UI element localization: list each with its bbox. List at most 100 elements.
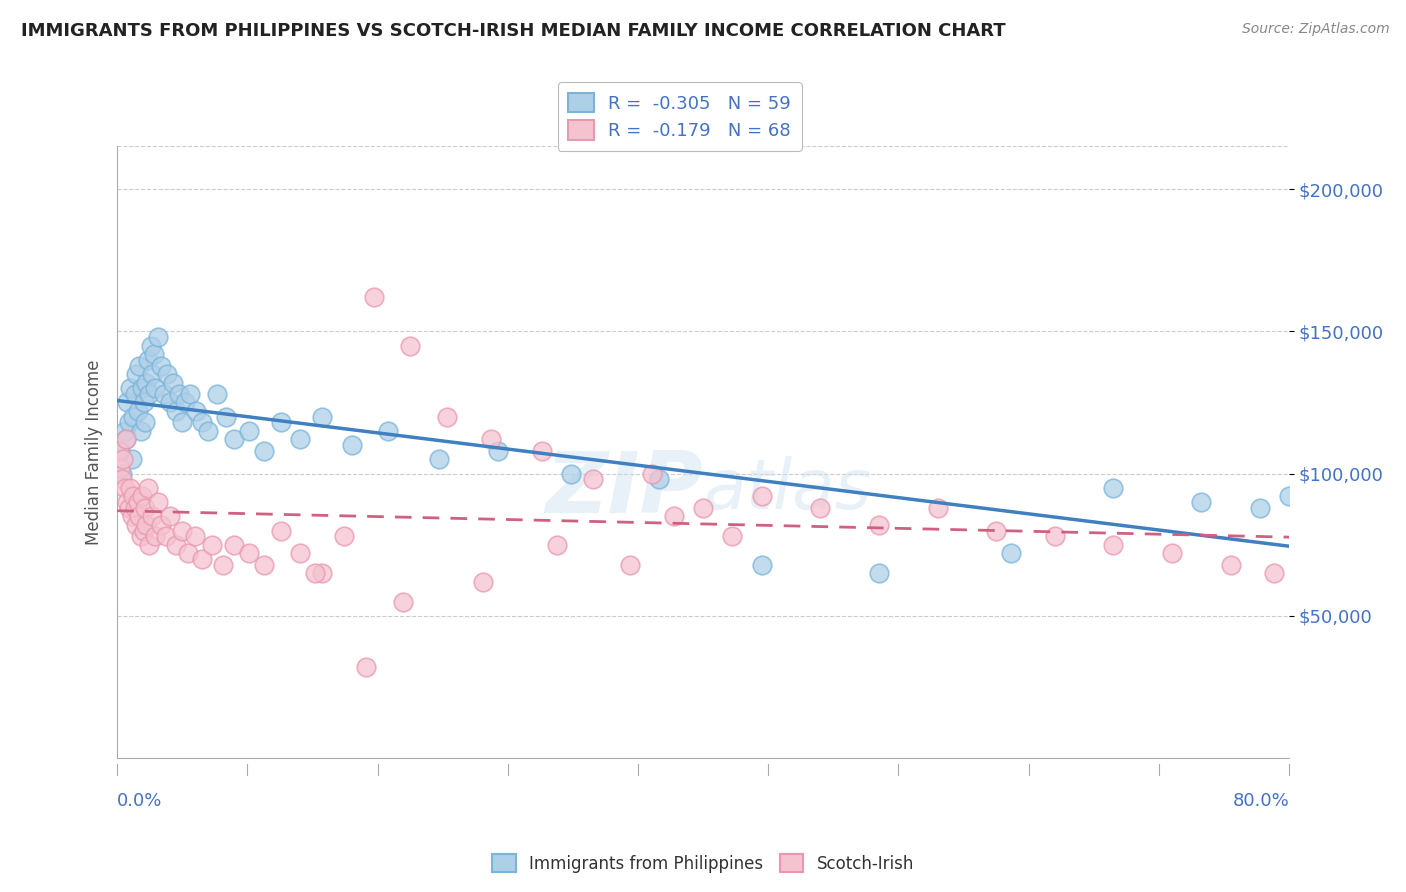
Point bbox=[340, 438, 363, 452]
Point bbox=[641, 467, 664, 481]
Point bbox=[115, 433, 138, 447]
Point bbox=[270, 524, 292, 538]
Point bbox=[107, 443, 129, 458]
Point bbox=[165, 538, 187, 552]
Point bbox=[132, 395, 155, 409]
Point bbox=[214, 409, 236, 424]
Point bbox=[131, 490, 153, 504]
Point bbox=[304, 566, 326, 581]
Point bbox=[436, 409, 458, 424]
Point bbox=[392, 595, 415, 609]
Point bbox=[648, 472, 671, 486]
Point bbox=[159, 509, 181, 524]
Point bbox=[197, 424, 219, 438]
Point bbox=[108, 443, 131, 458]
Y-axis label: Median Family Income: Median Family Income bbox=[86, 359, 103, 545]
Point bbox=[1219, 558, 1241, 572]
Point bbox=[173, 395, 195, 409]
Point bbox=[148, 495, 170, 509]
Point bbox=[159, 395, 181, 409]
Point bbox=[868, 517, 890, 532]
Point bbox=[167, 387, 190, 401]
Point bbox=[224, 433, 246, 447]
Text: Source: ZipAtlas.com: Source: ZipAtlas.com bbox=[1241, 22, 1389, 37]
Point bbox=[170, 524, 193, 538]
Point bbox=[311, 409, 333, 424]
Point bbox=[134, 500, 156, 515]
Point bbox=[1102, 538, 1125, 552]
Point bbox=[486, 443, 509, 458]
Point bbox=[472, 574, 495, 589]
Point bbox=[1161, 546, 1184, 560]
Point bbox=[155, 529, 177, 543]
Point bbox=[128, 509, 150, 524]
Text: 80.0%: 80.0% bbox=[1233, 792, 1289, 810]
Point bbox=[333, 529, 356, 543]
Point bbox=[253, 443, 276, 458]
Point bbox=[808, 500, 831, 515]
Point bbox=[546, 538, 568, 552]
Point bbox=[1263, 566, 1285, 581]
Point bbox=[429, 452, 451, 467]
Point bbox=[377, 424, 399, 438]
Point bbox=[129, 424, 152, 438]
Point bbox=[290, 546, 312, 560]
Point bbox=[134, 416, 156, 430]
Point bbox=[115, 433, 138, 447]
Point bbox=[170, 416, 193, 430]
Point bbox=[363, 290, 385, 304]
Point bbox=[114, 481, 136, 495]
Point bbox=[311, 566, 333, 581]
Point bbox=[141, 509, 163, 524]
Point bbox=[399, 338, 422, 352]
Point bbox=[121, 509, 143, 524]
Point bbox=[560, 467, 582, 481]
Point bbox=[751, 558, 773, 572]
Point bbox=[131, 381, 153, 395]
Point bbox=[138, 387, 160, 401]
Point bbox=[1278, 490, 1301, 504]
Point bbox=[120, 381, 142, 395]
Point bbox=[108, 461, 131, 475]
Point bbox=[270, 416, 292, 430]
Point bbox=[927, 500, 949, 515]
Point bbox=[124, 387, 146, 401]
Point bbox=[1000, 546, 1022, 560]
Legend: R =  -0.305   N = 59, R =  -0.179   N = 68: R = -0.305 N = 59, R = -0.179 N = 68 bbox=[558, 82, 801, 151]
Point bbox=[128, 359, 150, 373]
Point bbox=[692, 500, 714, 515]
Text: IMMIGRANTS FROM PHILIPPINES VS SCOTCH-IRISH MEDIAN FAMILY INCOME CORRELATION CHA: IMMIGRANTS FROM PHILIPPINES VS SCOTCH-IR… bbox=[21, 22, 1005, 40]
Point bbox=[224, 538, 246, 552]
Point bbox=[150, 517, 173, 532]
Point bbox=[205, 387, 228, 401]
Point bbox=[148, 330, 170, 344]
Point bbox=[176, 546, 198, 560]
Point bbox=[868, 566, 890, 581]
Point bbox=[531, 443, 554, 458]
Point bbox=[238, 424, 260, 438]
Point bbox=[162, 376, 184, 390]
Point bbox=[114, 424, 136, 438]
Point bbox=[136, 481, 159, 495]
Point bbox=[201, 538, 224, 552]
Point bbox=[619, 558, 641, 572]
Point bbox=[138, 538, 160, 552]
Point bbox=[135, 517, 157, 532]
Point bbox=[143, 381, 166, 395]
Point bbox=[1102, 481, 1125, 495]
Point bbox=[127, 404, 149, 418]
Point bbox=[191, 416, 214, 430]
Point bbox=[136, 352, 159, 367]
Text: ZIP: ZIP bbox=[546, 448, 703, 531]
Point bbox=[110, 472, 132, 486]
Point bbox=[721, 529, 744, 543]
Point bbox=[127, 495, 149, 509]
Point bbox=[165, 404, 187, 418]
Text: atlas: atlas bbox=[703, 456, 872, 523]
Point bbox=[184, 529, 207, 543]
Text: 0.0%: 0.0% bbox=[117, 792, 163, 810]
Point bbox=[142, 347, 165, 361]
Point bbox=[121, 452, 143, 467]
Point bbox=[135, 376, 157, 390]
Point bbox=[141, 367, 163, 381]
